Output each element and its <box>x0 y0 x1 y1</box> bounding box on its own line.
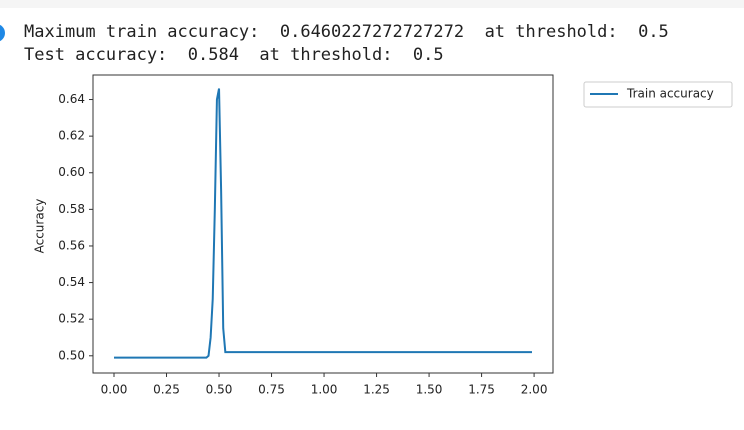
plot-frame <box>92 74 554 374</box>
x-tick-label: 0.00 <box>101 383 128 397</box>
x-tick-label: 1.00 <box>311 383 338 397</box>
line <box>114 88 532 359</box>
y-tick-label: 0.64 <box>58 92 85 106</box>
x-tick-label: 0.75 <box>258 383 285 397</box>
x-tick-label: 0.50 <box>206 383 233 397</box>
output-line: Test accuracy: 0.584 at threshold: 0.5 <box>24 45 444 65</box>
x-tick-label: 1.75 <box>468 383 495 397</box>
run-indicator[interactable] <box>0 24 5 42</box>
y-tick-label: 0.58 <box>58 202 85 216</box>
y-tick-label: 0.60 <box>58 165 85 179</box>
output-line: Maximum train accuracy: 0.64602272727272… <box>24 22 669 42</box>
y-tick-label: 0.62 <box>58 129 85 143</box>
legend-label: Train accuracy <box>626 87 714 101</box>
y-tick-label: 0.56 <box>58 238 85 252</box>
y-axis-label: Accuracy <box>33 199 47 254</box>
x-tick-label: 1.25 <box>363 383 390 397</box>
y-tick-label: 0.52 <box>58 312 85 326</box>
cell-top <box>0 0 744 8</box>
y-tick-label: 0.50 <box>58 348 85 362</box>
legend <box>583 81 733 108</box>
y-tick-label: 0.54 <box>58 275 85 289</box>
x-tick-label: 0.25 <box>153 383 180 397</box>
x-tick-label: 2.00 <box>521 383 548 397</box>
x-tick-label: 1.50 <box>416 383 443 397</box>
